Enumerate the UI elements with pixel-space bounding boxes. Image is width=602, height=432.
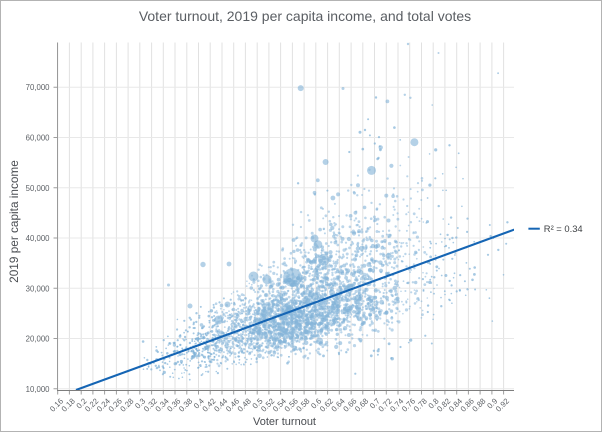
svg-text:70,000: 70,000 <box>26 83 51 92</box>
svg-text:2019 per capita income: 2019 per capita income <box>7 160 21 283</box>
svg-text:10,000: 10,000 <box>26 385 51 394</box>
svg-text:R² = 0.34: R² = 0.34 <box>544 223 583 234</box>
svg-text:20,000: 20,000 <box>26 335 51 344</box>
svg-text:50,000: 50,000 <box>26 184 51 193</box>
svg-text:Voter turnout: Voter turnout <box>253 416 316 428</box>
svg-text:Voter turnout, 2019 per capita: Voter turnout, 2019 per capita income, a… <box>139 8 471 24</box>
svg-text:60,000: 60,000 <box>26 134 51 143</box>
svg-text:40,000: 40,000 <box>26 234 51 243</box>
svg-text:30,000: 30,000 <box>26 284 51 293</box>
